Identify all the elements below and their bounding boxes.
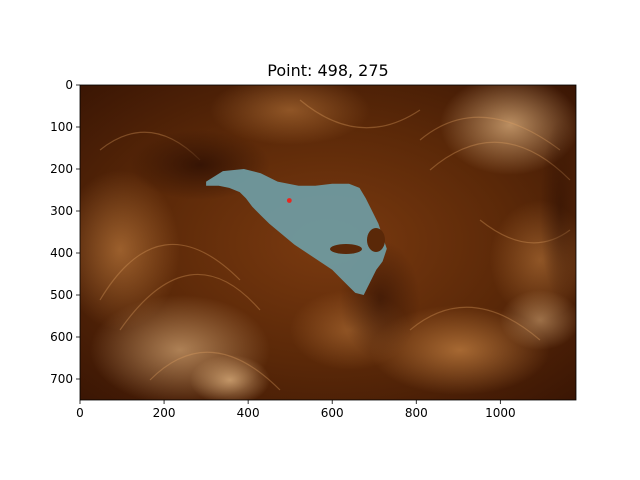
x-tick-label: 400 — [237, 406, 260, 420]
y-tick-label: 400 — [50, 246, 73, 260]
plot-area[interactable] — [60, 75, 590, 405]
plot-frame — [79, 84, 577, 401]
x-tick-label: 1000 — [485, 406, 516, 420]
y-tick-label: 500 — [50, 288, 73, 302]
selected-region-overlay[interactable] — [206, 169, 387, 295]
y-tick-label: 100 — [50, 120, 73, 134]
x-axis: 0 200 400 600 800 1000 — [76, 400, 516, 420]
y-tick-label: 600 — [50, 330, 73, 344]
point-marker[interactable] — [286, 198, 292, 203]
x-tick-label: 0 — [76, 406, 84, 420]
y-axis: 0 100 200 300 400 500 600 700 — [50, 78, 80, 386]
y-tick-label: 700 — [50, 372, 73, 386]
x-tick-label: 600 — [321, 406, 344, 420]
y-tick-label: 200 — [50, 162, 73, 176]
overlay-holes — [330, 228, 385, 254]
x-tick-label: 800 — [405, 406, 428, 420]
y-tick-label: 300 — [50, 204, 73, 218]
y-tick-label: 0 — [65, 78, 73, 92]
x-tick-label: 200 — [153, 406, 176, 420]
figure-title: Point: 498, 275 — [267, 61, 388, 80]
